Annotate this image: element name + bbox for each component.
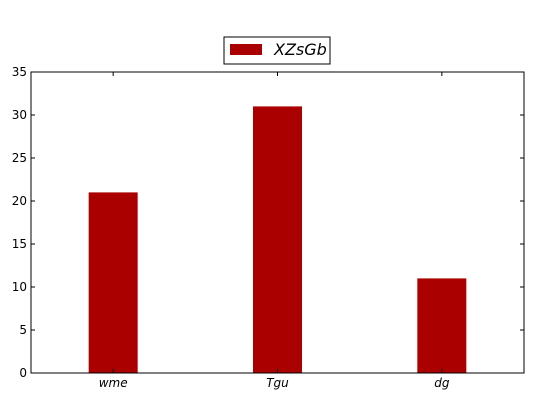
x-tick-label: dg — [434, 376, 450, 390]
y-tick-label: 35 — [12, 65, 27, 79]
x-tick-label: wme — [99, 376, 128, 390]
y-tick-label: 15 — [12, 237, 27, 251]
y-tick-label: 10 — [12, 280, 27, 294]
legend-swatch — [230, 44, 262, 55]
bar-dg — [417, 278, 467, 373]
y-tick-label: 20 — [12, 194, 27, 208]
bar-wme — [88, 192, 138, 373]
plot-area: wme Tgu dg 0 5 10 15 20 25 30 35 — [12, 65, 525, 390]
legend: XZsGb — [223, 36, 331, 65]
bar-Tgu — [253, 106, 302, 374]
y-tick-label: 25 — [12, 151, 27, 165]
y-tick-label: 30 — [12, 108, 27, 122]
legend-label: XZsGb — [273, 40, 327, 59]
y-tick-label: 0 — [19, 366, 27, 380]
x-tick-label: Tgu — [266, 376, 289, 390]
y-tick-label: 5 — [19, 323, 27, 337]
axes-frame — [30, 71, 525, 374]
